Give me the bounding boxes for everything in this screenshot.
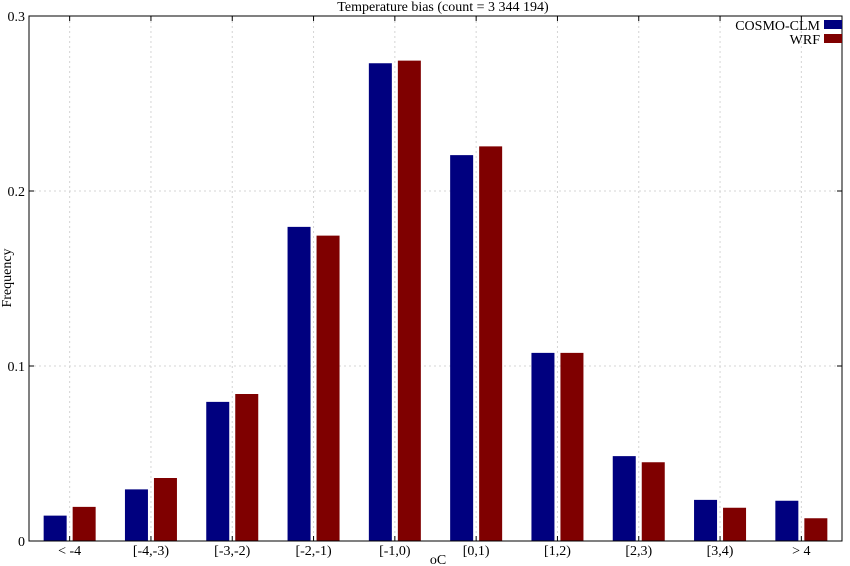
bar-wrf — [479, 146, 503, 541]
bar-wrf — [235, 394, 259, 541]
bar-cosmo-clm — [124, 489, 148, 541]
chart-title: Temperature bias (count = 3 344 194) — [337, 0, 549, 15]
y-axis-label: Frequency — [0, 248, 15, 307]
bars — [43, 60, 828, 541]
x-tick-label: [-1,0) — [379, 544, 411, 559]
legend-swatch-cosmo — [824, 20, 842, 29]
bar-cosmo-clm — [450, 155, 474, 541]
bar-wrf — [316, 235, 340, 541]
bar-cosmo-clm — [206, 401, 230, 541]
bar-cosmo-clm — [287, 226, 311, 541]
grid-lines — [29, 16, 842, 541]
legend-label-cosmo: COSMO-CLM — [735, 19, 820, 34]
legend-swatch-wrf — [824, 34, 842, 43]
x-tick-label: > 4 — [792, 544, 810, 559]
bar-cosmo-clm — [368, 63, 392, 541]
bar-cosmo-clm — [43, 515, 67, 541]
legend: COSMO-CLM WRF — [735, 19, 842, 48]
x-tick-label: [-3,-2) — [214, 544, 250, 559]
bar-cosmo-clm — [694, 499, 718, 541]
y-tick-label: 0.1 — [8, 360, 26, 375]
bar-cosmo-clm — [775, 500, 799, 541]
x-tick-label: [0,1) — [463, 544, 490, 559]
legend-label-wrf: WRF — [790, 33, 821, 48]
x-tick-label: [3,4) — [707, 544, 734, 559]
y-tick-label: 0.3 — [8, 10, 26, 25]
bar-wrf — [72, 506, 96, 541]
bar-cosmo-clm — [612, 456, 636, 541]
x-axis-label: oC — [430, 553, 446, 566]
bar-wrf — [723, 507, 747, 541]
bar-wrf — [153, 478, 177, 541]
bar-wrf — [641, 462, 665, 541]
x-tick-label: [2,3) — [625, 544, 652, 559]
bar-wrf — [397, 60, 421, 541]
bar-wrf — [560, 352, 584, 541]
bar-cosmo-clm — [531, 352, 555, 541]
plot-frame — [28, 15, 843, 542]
y-tick-label: 0.2 — [8, 185, 26, 200]
y-tick-label: 0 — [18, 535, 25, 550]
x-tick-label: [-2,-1) — [295, 544, 331, 559]
x-axis-ticks: < -4 [-4,-3) [-3,-2) [-2,-1) [-1,0) [0,1) [1,2… — [58, 16, 811, 559]
x-tick-label: [1,2) — [544, 544, 571, 559]
bar-wrf — [804, 518, 828, 541]
y-axis-ticks: 0 0.1 0.2 0.3 — [8, 10, 842, 550]
x-tick-label: < -4 — [58, 544, 81, 559]
x-tick-label: [-4,-3) — [133, 544, 169, 559]
